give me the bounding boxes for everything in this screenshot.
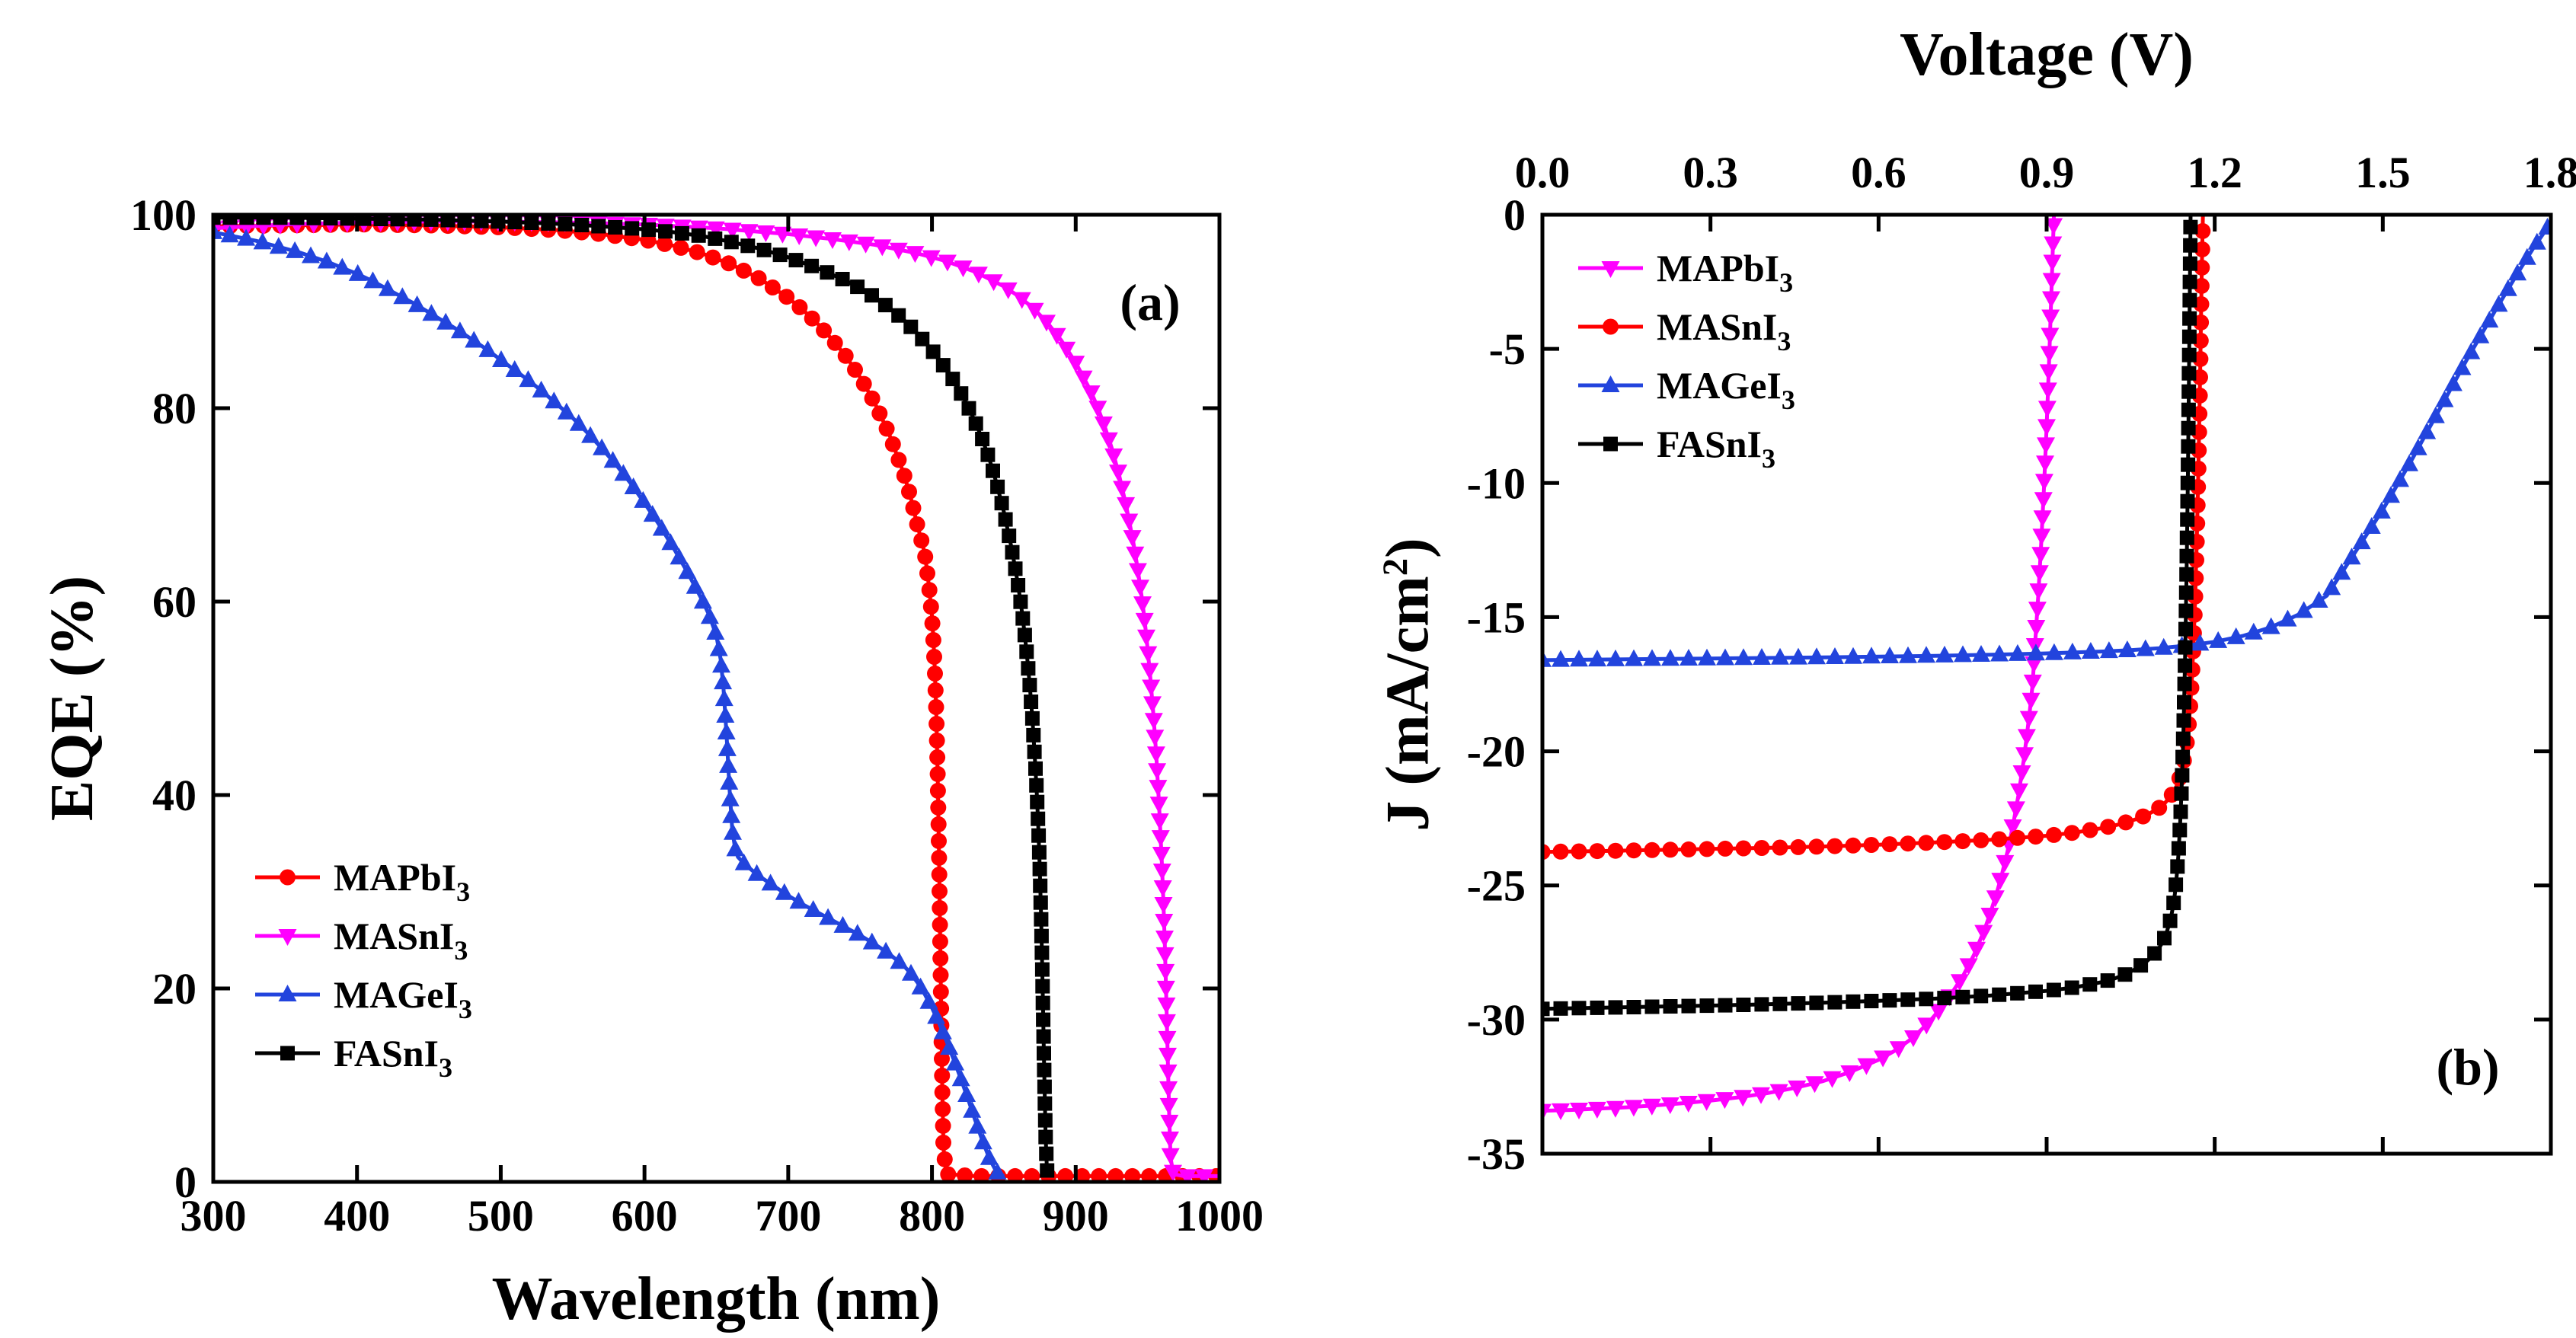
- x-tick-label: 1.8: [2523, 148, 2576, 197]
- y-tick-label: -5: [1489, 324, 1526, 374]
- y-tick-label: -25: [1467, 861, 1526, 911]
- x-tick-label: 1.2: [2187, 148, 2242, 197]
- eqe-y-axis-title: EQE (%): [39, 575, 106, 822]
- x-tick-label: 0.6: [1851, 148, 1906, 197]
- series-FASnI3: [213, 214, 1055, 1178]
- series-MAPbI3: [1542, 214, 2063, 1121]
- x-tick-label: 700: [755, 1191, 821, 1241]
- x-tick-label: 1000: [1175, 1191, 1264, 1241]
- legend-label: MAGeI3: [334, 973, 472, 1024]
- legend-label: MAGeI3: [1657, 364, 1795, 415]
- y-tick-label: -35: [1467, 1129, 1526, 1179]
- series-markers: [1542, 219, 2198, 1017]
- legend: MAPbI3 MASnI3 MAGeI3 FASnI3: [1578, 247, 1795, 474]
- x-tick-label: 400: [324, 1191, 390, 1241]
- chart-eqe: 300 400 500 600 700 800 900 1000 0 20 40 60 80 100 MAP…: [130, 190, 1264, 1241]
- legend-item: FASnI3: [255, 1032, 452, 1083]
- eqe-x-axis-title: Wavelength (nm): [491, 1266, 941, 1333]
- legend-label: FASnI3: [334, 1032, 452, 1083]
- series-layer: [213, 214, 1220, 1183]
- x-tick-label: 0.3: [1683, 148, 1738, 197]
- legend-item: MAPbI3: [255, 856, 470, 907]
- panel-label-a: (a): [1120, 273, 1181, 331]
- y-tick-label: -10: [1467, 458, 1526, 508]
- jv-y-axis-title-close: ): [1374, 538, 1442, 558]
- y-tick-label: 40: [152, 771, 197, 820]
- legend-label: FASnI3: [1657, 423, 1775, 474]
- series-layer: [1542, 214, 2552, 1121]
- plot-frame: [211, 212, 1222, 1184]
- legend-item: MAGeI3: [1578, 364, 1795, 415]
- legend-label: MASnI3: [1657, 305, 1791, 356]
- y-tick-label: 0: [1504, 190, 1526, 240]
- legend-item: MAPbI3: [1578, 247, 1793, 298]
- x-tick-label: 800: [899, 1191, 965, 1241]
- legend-item: MASnI3: [255, 915, 468, 966]
- legend: MAPbI3 MASnI3 MAGeI3 FASnI3: [255, 856, 472, 1083]
- series-markers: [1542, 218, 2063, 1121]
- y-tick-label: 100: [130, 190, 197, 240]
- series-markers: [1542, 222, 2211, 861]
- legend-item: FASnI3: [1578, 423, 1775, 474]
- x-tick-label: 600: [612, 1191, 678, 1241]
- legend-item: MAGeI3: [255, 973, 472, 1024]
- jv-y-axis-title-sup: 2: [1376, 558, 1415, 576]
- y-tick-label: 20: [152, 964, 197, 1014]
- x-tick-label: 300: [181, 1191, 247, 1241]
- x-tick-label: 0.0: [1515, 148, 1571, 197]
- series-MASnI3: [1542, 214, 2211, 861]
- jv-x-axis-title: Voltage (V): [1900, 21, 2194, 88]
- axis-ticks: 0.0 0.3 0.6 0.9 1.2 1.5 1.8 0 -5 -10 -15 -20 -25 -30 -…: [1467, 148, 2576, 1179]
- series-markers: [213, 222, 1007, 1180]
- y-tick-label: 80: [152, 384, 197, 433]
- panel-label-b: (b): [2436, 1038, 2500, 1096]
- x-tick-label: 900: [1043, 1191, 1109, 1241]
- series-FASnI3: [1542, 214, 2198, 1017]
- legend-item: MASnI3: [1578, 305, 1791, 356]
- plot-background: [213, 215, 1219, 1182]
- x-tick-label: 500: [468, 1191, 534, 1241]
- x-tick-label: 0.9: [2019, 148, 2075, 197]
- axis-ticks: 300 400 500 600 700 800 900 1000 0 20 40 60 80 100: [130, 190, 1264, 1241]
- chart-jv: 0.0 0.3 0.6 0.9 1.2 1.5 1.8 0 -5 -10 -15 -20 -25 -30 -…: [1467, 148, 2576, 1179]
- legend-label: MASnI3: [334, 915, 468, 966]
- legend-label: MAPbI3: [334, 856, 470, 907]
- jv-y-axis-title-base: J (mA/cm: [1374, 576, 1442, 832]
- y-tick-label: -20: [1467, 727, 1526, 777]
- series-markers: [213, 214, 1055, 1178]
- y-tick-label: 0: [174, 1158, 197, 1207]
- legend-label: MAPbI3: [1657, 247, 1793, 298]
- y-tick-label: -15: [1467, 592, 1526, 642]
- series-MAGeI3: [213, 222, 1007, 1180]
- jv-y-axis-title: J (mA/cm2): [1354, 342, 1442, 1027]
- y-tick-label: -30: [1467, 995, 1526, 1045]
- y-tick-label: 60: [152, 577, 197, 627]
- series-markers: [1542, 218, 2552, 667]
- x-tick-label: 1.5: [2355, 148, 2411, 197]
- series-MAGeI3: [1542, 218, 2552, 667]
